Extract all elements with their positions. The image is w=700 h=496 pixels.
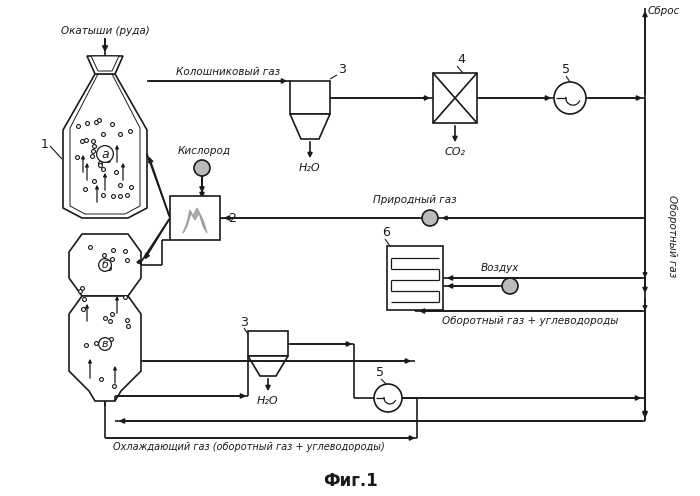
Text: Оборотный газ: Оборотный газ — [667, 195, 677, 277]
Polygon shape — [69, 296, 141, 401]
Circle shape — [554, 82, 586, 114]
Polygon shape — [69, 234, 141, 296]
Text: а: а — [102, 147, 108, 161]
Text: Сброс: Сброс — [648, 6, 680, 16]
Text: в: в — [102, 339, 108, 349]
Polygon shape — [91, 56, 119, 71]
Bar — [290, 81, 330, 114]
Text: 6: 6 — [382, 226, 390, 239]
Text: б: б — [102, 260, 108, 270]
Polygon shape — [248, 356, 288, 376]
Text: Воздух: Воздух — [481, 263, 519, 273]
Text: H₂O: H₂O — [299, 163, 321, 173]
Text: 3: 3 — [240, 316, 248, 329]
Circle shape — [422, 210, 438, 226]
Text: Природный газ: Природный газ — [373, 195, 457, 205]
Circle shape — [374, 384, 402, 412]
Text: Оборотный газ + углеводороды: Оборотный газ + углеводороды — [442, 316, 618, 326]
Text: Фиг.1: Фиг.1 — [323, 472, 377, 490]
Text: 4: 4 — [457, 53, 465, 66]
Text: Кислород: Кислород — [178, 146, 230, 156]
Text: 2: 2 — [228, 211, 236, 225]
Text: Охлаждающий газ (оборотный газ + углеводороды): Охлаждающий газ (оборотный газ + углевод… — [113, 442, 385, 452]
Polygon shape — [290, 114, 330, 139]
Circle shape — [502, 278, 518, 294]
Text: 5: 5 — [562, 63, 570, 76]
Bar — [170, 196, 220, 240]
Text: Колошниковый газ: Колошниковый газ — [176, 67, 280, 77]
Polygon shape — [70, 74, 140, 214]
Bar — [433, 73, 477, 123]
Bar — [248, 331, 288, 356]
Text: 1: 1 — [41, 137, 49, 150]
Circle shape — [194, 160, 210, 176]
Text: CO₂: CO₂ — [444, 147, 466, 157]
Text: 3: 3 — [338, 63, 346, 76]
Polygon shape — [63, 74, 147, 218]
Bar — [387, 246, 443, 310]
Polygon shape — [87, 56, 123, 74]
Polygon shape — [183, 208, 207, 233]
Text: 5: 5 — [376, 366, 384, 379]
Text: H₂O: H₂O — [257, 396, 279, 406]
Text: Окатыши (руда): Окатыши (руда) — [61, 26, 149, 36]
